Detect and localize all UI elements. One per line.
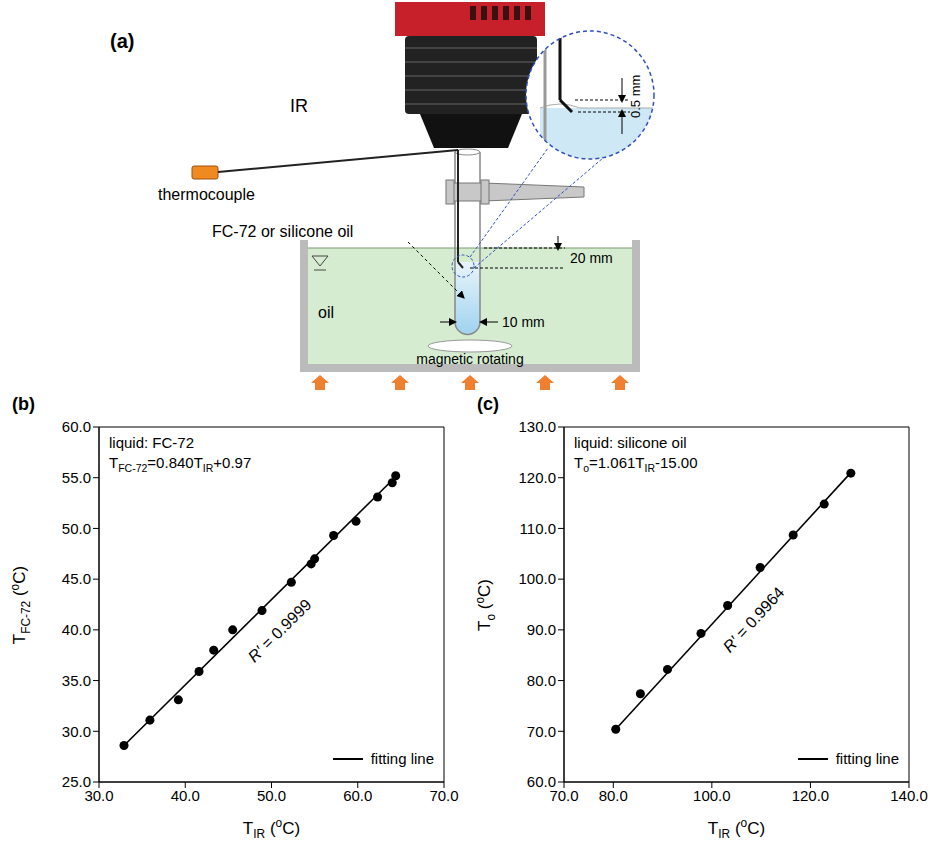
html-text:To=1.061TIR-15.00: To=1.061TIR-15.00 (574, 454, 698, 474)
html-text:liquid: FC-72: liquid: FC-72 (109, 434, 194, 451)
svg-text:30.0: 30.0 (84, 786, 114, 804)
html-text:= 0.9999: = 0.9999 (254, 595, 315, 656)
svg-text:70.0: 70.0 (549, 786, 579, 804)
html-text:TIR(oC): TIR(oC) (242, 816, 301, 841)
svg-text:35.0: 35.0 (62, 672, 91, 689)
svg-text:45.0: 45.0 (62, 570, 91, 587)
html-text:TFC-72=0.840TIR+0.97: TFC-72=0.840TIR+0.97 (109, 454, 252, 474)
html-text:FC-72: FC-72 (18, 600, 33, 634)
svg-text:120.0: 120.0 (518, 469, 556, 486)
svg-text:10 mm: 10 mm (502, 314, 545, 330)
svg-text:magnetic rotating: magnetic rotating (416, 351, 523, 367)
svg-text:0.5 mm: 0.5 mm (628, 75, 643, 118)
html-text:T: T (10, 633, 30, 644)
html-text:R′: R′ (244, 643, 267, 666)
svg-text:60.0: 60.0 (343, 787, 372, 804)
svg-text:IR: IR (290, 96, 308, 116)
html-text:= 0.9964: = 0.9964 (729, 583, 788, 645)
svg-text:40.0: 40.0 (62, 621, 91, 638)
html-text:fitting line: fitting line (370, 750, 434, 767)
html-text:liquid: silicone oil: liquid: silicone oil (574, 434, 687, 451)
svg-text:thermocouple: thermocouple (158, 186, 255, 203)
svg-text:100.0: 100.0 (693, 787, 731, 804)
svg-text:60.0: 60.0 (62, 418, 91, 435)
svg-text:oil: oil (318, 304, 334, 321)
svg-text:70.0: 70.0 (429, 787, 458, 804)
svg-text:130.0: 130.0 (518, 418, 556, 435)
html-text:C): C) (475, 578, 495, 597)
svg-text:(a): (a) (110, 30, 134, 52)
svg-text:55.0: 55.0 (62, 469, 91, 486)
svg-text:60.0: 60.0 (527, 773, 556, 790)
html-text:R′: R′ (719, 633, 743, 656)
html-text:C): C) (10, 565, 30, 584)
html-text:o: o (472, 596, 487, 604)
svg-text:80.0: 80.0 (527, 672, 556, 689)
svg-text:80.0: 80.0 (599, 787, 628, 804)
html-text:TIR(oC): TIR(oC) (707, 816, 766, 841)
html-text:(b): (b) (12, 394, 35, 414)
svg-text:50.0: 50.0 (257, 787, 286, 804)
svg-text:30.0: 30.0 (62, 723, 91, 740)
svg-text:FC-72 or silicone oil: FC-72 or silicone oil (212, 223, 353, 240)
svg-text:110.0: 110.0 (520, 520, 556, 537)
svg-text:40.0: 40.0 (171, 787, 200, 804)
svg-text:140.0: 140.0 (890, 787, 928, 804)
svg-text:100.0: 100.0 (518, 570, 556, 587)
html-text:(c): (c) (477, 394, 499, 414)
html-text:T: T (475, 620, 495, 631)
html-text:o: o (483, 613, 498, 621)
html-text:o: o (7, 583, 22, 590)
svg-text:25.0: 25.0 (62, 773, 91, 790)
svg-text:20 mm: 20 mm (570, 250, 613, 266)
svg-text:70.0: 70.0 (527, 723, 556, 740)
svg-text:50.0: 50.0 (62, 520, 91, 537)
svg-text:120.0: 120.0 (792, 787, 830, 804)
svg-text:90.0: 90.0 (527, 621, 556, 638)
html-text:fitting line: fitting line (835, 750, 899, 767)
